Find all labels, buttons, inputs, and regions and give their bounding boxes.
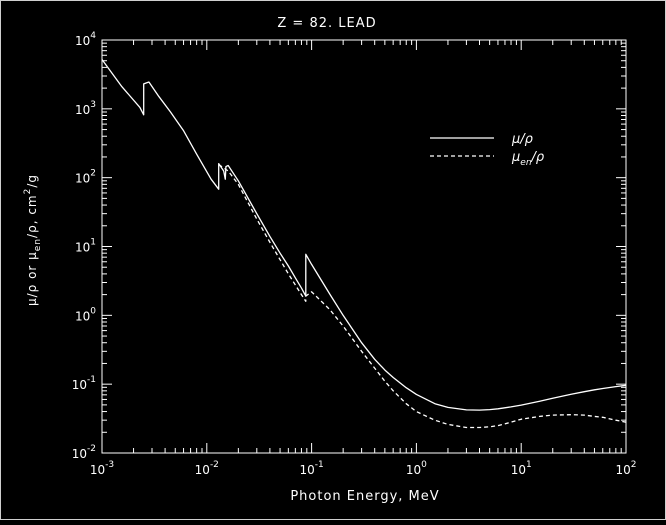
y-label-part-b: /ρ, cm bbox=[25, 194, 39, 238]
x-tick-label: 10-1 bbox=[299, 460, 323, 477]
y-tick-label: 10-1 bbox=[72, 375, 96, 392]
y-tick-label: 100 bbox=[75, 306, 96, 323]
y-label-part-c: /g bbox=[25, 174, 39, 188]
y-tick-label: 104 bbox=[75, 31, 96, 48]
x-ticks: 10-3 10-2 10-1 100 101 102 bbox=[90, 40, 637, 477]
y-tick-label: 10-2 bbox=[72, 444, 96, 461]
legend-dashed-sub: en bbox=[520, 158, 532, 168]
legend: μ/ρ μen/ρ bbox=[430, 132, 545, 168]
y-label-part-a: μ/ρ or μ bbox=[25, 251, 39, 306]
legend-dashed-main: μ bbox=[511, 150, 520, 165]
x-tick-label: 102 bbox=[615, 460, 636, 477]
y-tick-label: 103 bbox=[75, 100, 96, 117]
legend-solid-label: μ/ρ bbox=[511, 132, 534, 147]
series-line-mu-rho bbox=[101, 59, 627, 411]
svg-text:μ/ρ or μen/ρ, cm2/g: μ/ρ or μen/ρ, cm2/g bbox=[23, 174, 43, 306]
chart-title: Z = 82. LEAD bbox=[277, 16, 376, 31]
x-axis-label: Photon Energy, MeV bbox=[290, 489, 439, 504]
y-axis-label: μ/ρ or μen/ρ, cm2/g bbox=[23, 174, 43, 306]
series-layer bbox=[101, 59, 627, 429]
legend-dashed-tail: /ρ bbox=[531, 150, 545, 165]
y-ticks: 10-2 10-1 100 101 102 103 104 bbox=[72, 31, 626, 461]
x-tick-label: 101 bbox=[511, 460, 532, 477]
x-tick-label: 10-3 bbox=[90, 460, 114, 477]
x-tick-label: 10-2 bbox=[195, 460, 219, 477]
y-label-sup: 2 bbox=[23, 188, 33, 195]
y-tick-label: 102 bbox=[75, 169, 96, 186]
y-label-sub: en bbox=[33, 238, 43, 251]
x-tick-label: 100 bbox=[406, 460, 427, 477]
y-tick-label: 101 bbox=[75, 238, 96, 255]
svg-text:μen/ρ: μen/ρ bbox=[511, 150, 545, 168]
